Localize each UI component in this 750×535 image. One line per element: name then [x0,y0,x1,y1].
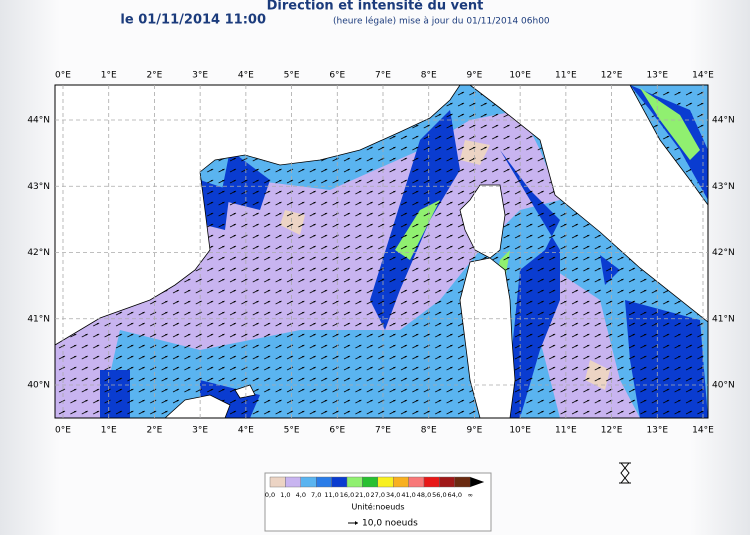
lat-label: 43°N [712,182,735,192]
hourglass [619,462,631,484]
lon-label: 12°E [601,71,623,81]
legend-swatch [269,476,286,488]
lon-label: 8°E [421,71,437,81]
lon-label: 1°E [101,71,117,81]
lat-label: 41°N [712,314,735,324]
lon-label: 1°E [101,426,117,436]
lat-label: 42°N [712,248,735,258]
legend-bin: 27,0 [371,491,385,499]
legend-bin: ∞ [467,491,472,499]
lon-label: 8°E [421,426,437,436]
legend-bin: 4,0 [296,491,306,499]
lon-label: 7°E [375,426,391,436]
lon-label: 13°E [646,71,668,81]
map [55,85,708,418]
lat-label: 42°N [27,248,50,258]
legend-bin: 56,0 [432,491,446,499]
lon-label: 10°E [509,426,531,436]
legend-end [470,477,485,487]
lon-label: 14°E [692,426,714,436]
legend-bin: 16,0 [340,491,354,499]
lat-label: 44°N [712,116,735,126]
legend-swatch [316,476,332,488]
lat-label: 41°N [27,314,50,324]
legend-swatch [408,476,425,488]
lat-label: 40°N [712,381,735,391]
lon-label: 9°E [466,71,482,81]
lon-label: 2°E [146,71,162,81]
subtitle-date: le 01/11/2014 11:00 [120,13,266,28]
lon-label: 11°E [555,71,577,81]
lon-label: 4°E [238,426,254,436]
legend-unit: Unité:noeuds [351,502,404,512]
legend-swatch [454,476,471,488]
legend-arrow-label: 10,0 noeuds [362,519,418,529]
subtitle-note: (heure légale) mise à jour du 01/11/2014… [333,16,550,27]
legend-swatch [377,476,394,488]
legend-bin: 7,0 [311,491,321,499]
lon-label: 0°E [55,71,71,81]
lat-label: 43°N [27,182,50,192]
lon-label: 14°E [692,71,714,81]
lon-label: 11°E [555,426,577,436]
legend-bin: 0,0 [265,491,275,499]
legend-swatch [300,476,317,488]
legend-bin: 21,0 [355,491,369,499]
legend-swatch [346,476,363,488]
legend-swatch [285,476,301,488]
legend-bin: 64,0 [448,491,462,499]
lon-label: 3°E [192,426,208,436]
legend-bin: 1,0 [280,491,290,499]
lon-label: 9°E [466,426,482,436]
lon-label: 13°E [646,426,668,436]
lon-label: 5°E [284,426,300,436]
lon-label: 12°E [601,426,623,436]
legend-swatch [439,476,455,488]
lon-label: 2°E [146,426,162,436]
legend-bin: 34,0 [386,491,400,499]
lon-label: 7°E [375,71,391,81]
legend-swatch [393,476,409,488]
lon-label: 6°E [329,71,345,81]
legend-swatch [362,476,378,488]
legend-bin: 11,0 [324,491,338,499]
lat-label: 44°N [27,116,50,126]
title: Direction et intensité du vent [267,0,484,14]
legend-bin: 48,0 [417,491,431,499]
lon-label: 10°E [509,71,531,81]
map-frame [54,84,709,419]
lat-label: 40°N [27,381,50,391]
legend-bin: 41,0 [401,491,415,499]
lon-label: 0°E [55,426,71,436]
legend-swatch [423,476,440,488]
lon-label: 3°E [192,71,208,81]
legend-swatch [331,476,348,488]
lon-label: 6°E [329,426,345,436]
lon-label: 5°E [284,71,300,81]
lon-label: 4°E [238,71,254,81]
